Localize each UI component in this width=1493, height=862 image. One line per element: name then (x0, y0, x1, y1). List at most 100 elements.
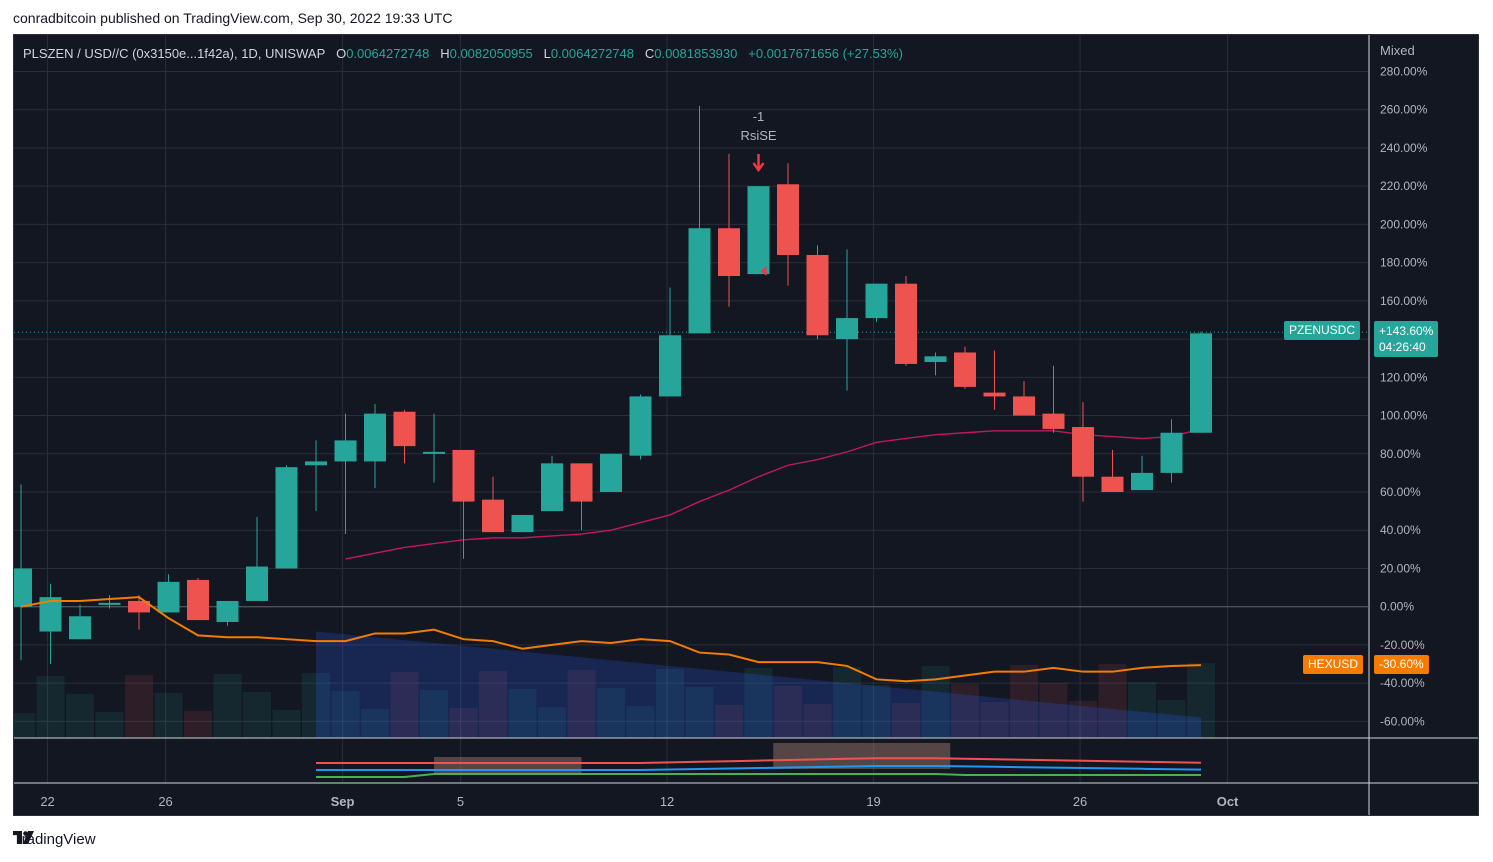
volume-bar (449, 708, 478, 738)
chart-panel[interactable]: -1 RsiSE 280.00% 260.00% 240.00% 220.00% 200.0… (13, 34, 1479, 816)
x-tick-label: 26 (158, 794, 172, 809)
scale-mode-label: Mixed (1380, 43, 1415, 58)
volume-bar (66, 694, 94, 738)
candle-body (482, 499, 504, 533)
candle-body (1131, 472, 1153, 491)
tradingview-logo-icon (13, 831, 34, 844)
volume-bar (951, 684, 979, 738)
volume-bar (125, 675, 153, 738)
open-label: O (336, 46, 347, 61)
x-tick-label: Oct (1217, 794, 1239, 809)
candle-body (128, 600, 150, 613)
y-tick-label: 80.00% (1380, 447, 1421, 461)
volume-bar (892, 703, 920, 738)
volume-bar (331, 691, 360, 738)
x-tick-label: 22 (40, 794, 54, 809)
indicator-upper-line (316, 757, 1202, 764)
y-tick-label: 60.00% (1380, 485, 1421, 499)
indicator-zone (773, 743, 951, 769)
volume-bar (744, 668, 773, 738)
y-tick-label: -20.00% (1380, 638, 1425, 652)
volume-bar (213, 674, 242, 738)
y-tick-label: 240.00% (1380, 141, 1428, 155)
footer-brand: TradingView (13, 831, 96, 848)
price-symbol-badge: PZENUSDC (1284, 321, 1361, 341)
hex-symbol-badge: HEXUSD (1303, 655, 1364, 675)
sell-arrow-icon (752, 154, 765, 173)
volume-bar (479, 671, 507, 738)
candle-body (629, 396, 652, 456)
volume-bar (538, 707, 566, 738)
candle-body (954, 352, 976, 387)
candle-body (246, 566, 268, 601)
volume-bar (774, 686, 802, 738)
y-tick-label: 220.00% (1380, 179, 1428, 193)
candle-body (983, 392, 1006, 397)
candle-body (1190, 333, 1212, 433)
candle-body (541, 463, 563, 512)
change-value: +0.0017671656 (+27.53%) (748, 46, 903, 61)
hexusd-compare-line (20, 596, 1202, 683)
candle-body (895, 283, 917, 364)
volume-bar (980, 702, 1009, 738)
y-tick-label: 20.00% (1380, 561, 1421, 575)
x-tick-label: 12 (660, 794, 674, 809)
y-tick-label: 100.00% (1380, 409, 1428, 423)
candle-body (1042, 413, 1065, 429)
volume-bar (715, 705, 743, 738)
publisher-caption: conradbitcoin published on TradingView.c… (13, 10, 453, 26)
indicator-lower-line (316, 773, 1201, 778)
y-tick-label: 200.00% (1380, 217, 1428, 231)
candle-body (275, 467, 298, 569)
candle-body (688, 228, 711, 334)
volume-bar (1128, 682, 1156, 738)
candle-body (511, 514, 534, 533)
candle-body (747, 186, 770, 275)
candle-body (570, 463, 593, 502)
y-tick-label: -60.00% (1380, 714, 1425, 728)
price-value: +143.60% (1379, 324, 1434, 339)
candle-body (924, 356, 947, 363)
signal-count: -1 (753, 109, 765, 124)
signal-marker-icon (760, 266, 767, 276)
y-tick-label: 40.00% (1380, 523, 1421, 537)
candle-body (334, 440, 357, 462)
low-label: L (543, 46, 551, 61)
tradingview-logo[interactable]: TradingView (13, 831, 96, 848)
volume-bar (420, 690, 448, 738)
candle-body (157, 581, 180, 613)
volume-bar (390, 672, 419, 738)
price-countdown: 04:26:40 (1379, 340, 1426, 355)
y-tick-label: 260.00% (1380, 103, 1428, 117)
y-tick-label: 0.00% (1380, 600, 1414, 614)
volume-bar (184, 711, 212, 738)
volume-bar (1069, 701, 1097, 738)
high-label: H (440, 46, 450, 61)
volume-bar (1157, 700, 1186, 738)
candle-body (39, 597, 62, 632)
volume-bar (14, 713, 35, 738)
volume-bar (243, 692, 271, 738)
volume-bar (361, 709, 389, 738)
area-indicator (316, 631, 1201, 738)
candle-body (659, 335, 681, 397)
candle-body (836, 318, 858, 340)
x-tick-label: 5 (457, 794, 464, 809)
candle-body (98, 602, 121, 605)
symbol-title[interactable]: PLSZEN / USD//C (0x3150e...1f42a), 1D, U… (23, 46, 326, 61)
price-chart[interactable]: -1RsiSE280.00%260.00%240.00%220.00%200.0… (14, 35, 1479, 816)
volume-bar (1039, 683, 1068, 738)
volume-bar (803, 704, 832, 738)
candle-body (1013, 396, 1035, 416)
volume-bar (656, 669, 684, 738)
candle-body (806, 254, 829, 336)
close-label: C (644, 46, 655, 61)
volume-bar (862, 685, 891, 738)
candle-body (14, 568, 32, 607)
y-tick-label: 120.00% (1380, 370, 1428, 384)
moving-average-line (345, 428, 1202, 560)
high-value: 0.0082050955 (449, 46, 533, 61)
signal-label: RsiSE (740, 128, 776, 143)
volume-bar (272, 710, 301, 738)
candle-body (364, 413, 386, 462)
